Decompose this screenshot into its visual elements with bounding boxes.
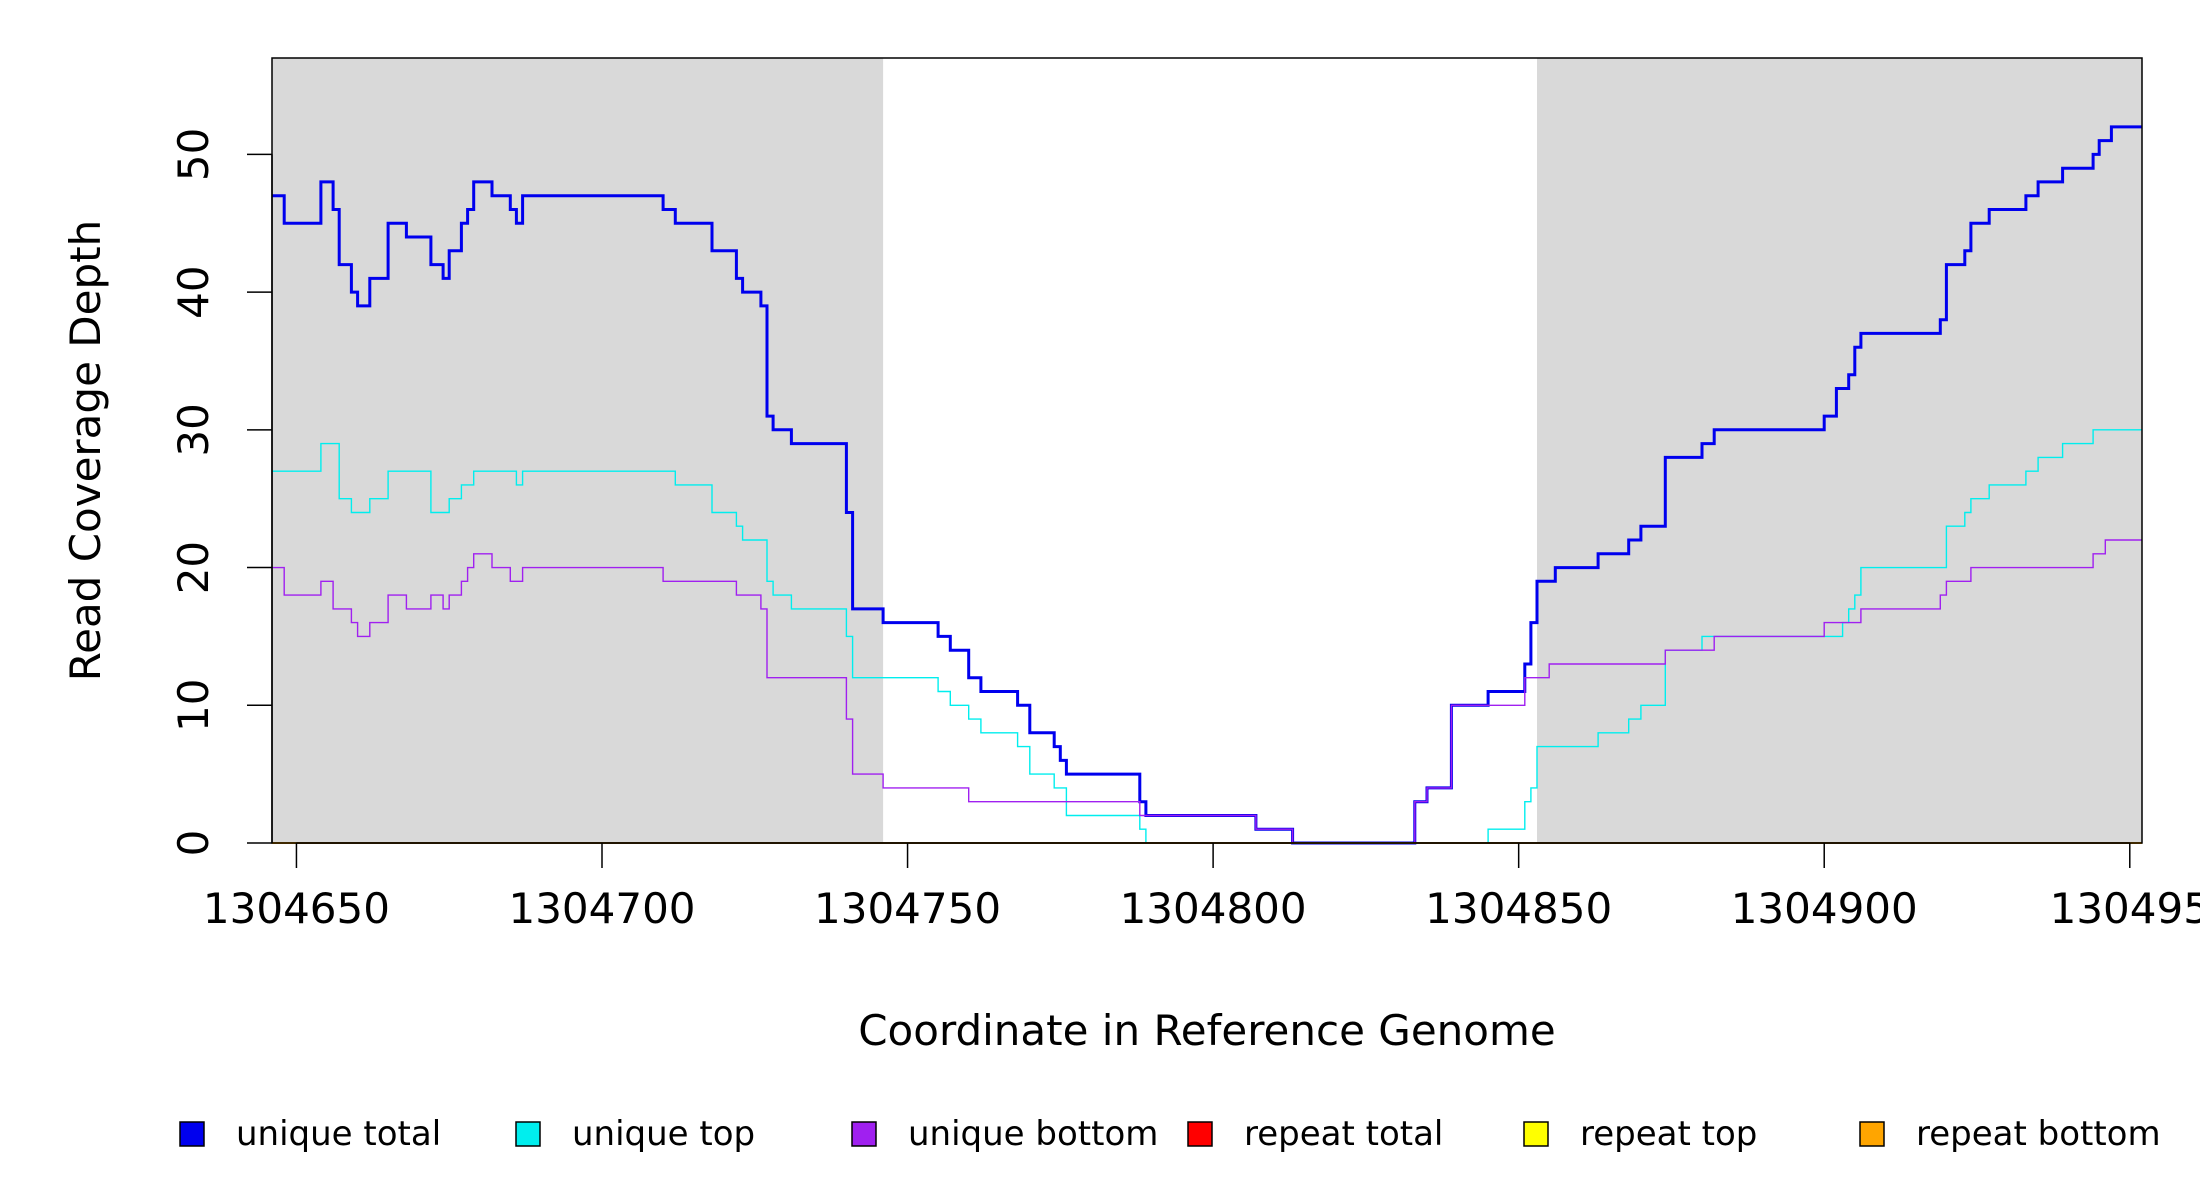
legend-item-unique-bottom: unique bottom (851, 1114, 1158, 1154)
x-tick-label: 1304700 (508, 884, 695, 933)
y-tick-label: 20 (169, 541, 218, 594)
legend-label: repeat total (1244, 1114, 1443, 1154)
x-axis: 1304650 1304700 1304750 1304800 1304850 13049… (203, 842, 2200, 933)
y-tick-label: 40 (169, 265, 218, 318)
shaded-region-1 (272, 58, 884, 843)
legend: unique total unique top unique bottom repea… (179, 1114, 2161, 1154)
legend-swatch (1187, 1121, 1213, 1147)
legend-label: unique top (572, 1114, 755, 1154)
x-tick-label: 1304800 (1120, 884, 1307, 933)
series-line-unique-bottom (272, 539, 2142, 844)
x-axis-label: Coordinate in Reference Genome (858, 1006, 1556, 1055)
legend-swatch (179, 1121, 205, 1147)
legend-swatch (851, 1121, 877, 1147)
y-axis-label: Read Coverage Depth (61, 220, 110, 681)
legend-swatch (1523, 1121, 1549, 1147)
y-tick-label: 10 (169, 679, 218, 732)
x-tick-label: 1304650 (203, 884, 390, 933)
legend-label: repeat bottom (1916, 1114, 2161, 1154)
x-tick-label: 1304750 (814, 884, 1001, 933)
y-tick-label: 0 (169, 830, 218, 857)
legend-item-repeat-total: repeat total (1187, 1114, 1443, 1154)
y-axis: 0 10 20 30 40 50 (169, 128, 273, 857)
legend-item-unique-total: unique total (179, 1114, 441, 1154)
legend-item-repeat-bottom: repeat bottom (1859, 1114, 2161, 1154)
legend-swatch (1859, 1121, 1885, 1147)
legend-item-repeat-top: repeat top (1523, 1114, 1757, 1154)
legend-label: repeat top (1580, 1114, 1757, 1154)
legend-label: unique bottom (908, 1114, 1158, 1154)
series-line-unique-top (272, 429, 2142, 844)
x-tick-label: 1304850 (1425, 884, 1612, 933)
series-line-unique-total (272, 125, 2142, 845)
y-tick-label: 50 (169, 128, 218, 181)
x-tick-label: 1304900 (1731, 884, 1918, 933)
x-tick-label: 130495 (2050, 884, 2200, 933)
legend-swatch (515, 1121, 541, 1147)
shaded-regions (272, 58, 2142, 843)
legend-item-unique-top: unique top (515, 1114, 755, 1154)
shaded-region-2 (1537, 58, 2142, 843)
y-tick-label: 30 (169, 403, 218, 456)
legend-label: unique total (236, 1114, 441, 1154)
